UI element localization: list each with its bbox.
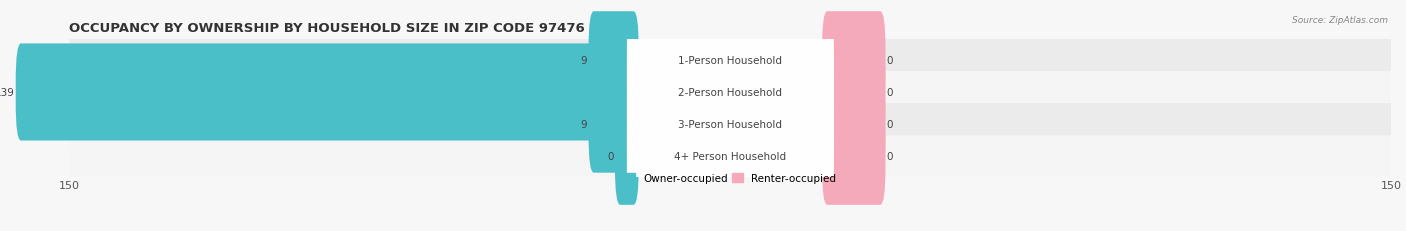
FancyBboxPatch shape [69, 104, 1392, 146]
Text: 0: 0 [607, 152, 613, 161]
FancyBboxPatch shape [627, 3, 834, 119]
FancyBboxPatch shape [627, 67, 834, 182]
Text: Source: ZipAtlas.com: Source: ZipAtlas.com [1292, 16, 1388, 25]
Text: 9: 9 [581, 120, 588, 130]
Text: 9: 9 [581, 56, 588, 66]
FancyBboxPatch shape [614, 108, 638, 205]
FancyBboxPatch shape [823, 12, 886, 109]
Text: 0: 0 [887, 56, 893, 66]
Text: OCCUPANCY BY OWNERSHIP BY HOUSEHOLD SIZE IN ZIP CODE 97476: OCCUPANCY BY OWNERSHIP BY HOUSEHOLD SIZE… [69, 21, 585, 34]
Text: 0: 0 [887, 152, 893, 161]
Text: 3-Person Household: 3-Person Household [678, 120, 782, 130]
FancyBboxPatch shape [589, 76, 638, 173]
FancyBboxPatch shape [69, 40, 1392, 81]
FancyBboxPatch shape [823, 76, 886, 173]
FancyBboxPatch shape [589, 12, 638, 109]
Legend: Owner-occupied, Renter-occupied: Owner-occupied, Renter-occupied [624, 173, 837, 183]
FancyBboxPatch shape [627, 35, 834, 151]
FancyBboxPatch shape [15, 44, 638, 141]
FancyBboxPatch shape [823, 44, 886, 141]
Text: 139: 139 [0, 88, 14, 97]
Text: 0: 0 [887, 120, 893, 130]
FancyBboxPatch shape [823, 108, 886, 205]
Text: 0: 0 [887, 88, 893, 97]
FancyBboxPatch shape [627, 99, 834, 215]
Text: 1-Person Household: 1-Person Household [678, 56, 782, 66]
FancyBboxPatch shape [69, 72, 1392, 113]
Text: 2-Person Household: 2-Person Household [678, 88, 782, 97]
Text: 4+ Person Household: 4+ Person Household [675, 152, 786, 161]
FancyBboxPatch shape [69, 136, 1392, 177]
